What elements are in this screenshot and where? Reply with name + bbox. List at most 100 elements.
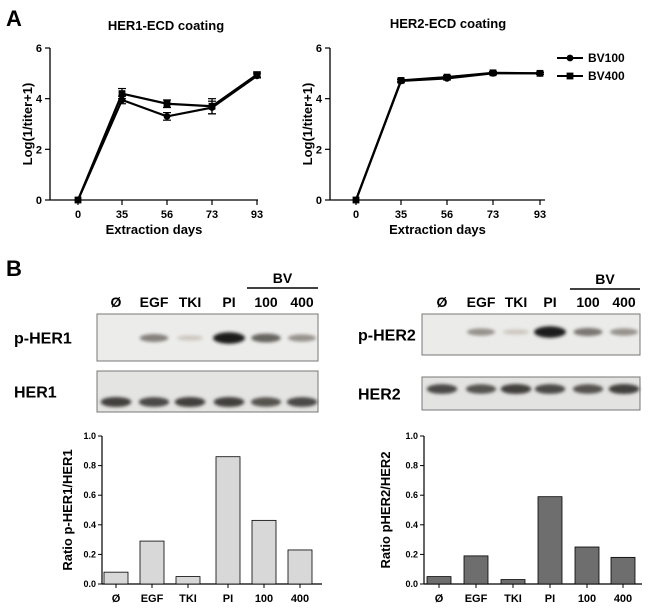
data-point-bv400 xyxy=(443,73,451,81)
y-axis-label: Ratio pHER2/HER2 xyxy=(378,451,393,568)
series-line-bv400 xyxy=(76,73,258,201)
blot-band xyxy=(138,397,170,407)
blot-band xyxy=(466,328,496,336)
y-axis-label: Log(1/titer+1) xyxy=(300,83,315,166)
y-tick-label: 4 xyxy=(316,94,323,106)
blot-membrane xyxy=(96,313,319,362)
line-chart-her2: HER2-ECD coating 0 2 4 6 0 35 56 73 93 Extraction … xyxy=(300,16,625,237)
blot-band xyxy=(213,396,245,408)
y-tick-label: 0 xyxy=(316,195,322,207)
chart-title: HER1-ECD coating xyxy=(108,18,224,33)
x-tick-label: 35 xyxy=(116,209,128,221)
data-point-bv400 xyxy=(118,90,126,97)
lane-label: PI xyxy=(543,294,556,310)
blot-band xyxy=(426,384,458,394)
lane-label: Ø xyxy=(437,294,448,310)
lane-label: EGF xyxy=(140,294,169,310)
y-tick-label: 6 xyxy=(36,43,42,55)
data-point-bv400 xyxy=(397,77,405,84)
blot-band xyxy=(573,327,603,337)
bv-group-label: BV xyxy=(595,271,615,287)
blot-band xyxy=(139,334,169,342)
data-point-bv400 xyxy=(536,69,544,77)
y-tick-label: 0.4 xyxy=(405,520,418,530)
data-point-bv400 xyxy=(253,71,261,78)
bar-chart-her1-ratio: 0.0 0.2 0.4 0.6 0.8 1.0 Ø EGF TKI PI 100 400 Ratio p… xyxy=(60,431,322,605)
lane-label: 100 xyxy=(576,294,600,310)
blot-band xyxy=(608,383,640,395)
x-tick-label: PI xyxy=(223,593,233,605)
y-tick-label: 0.2 xyxy=(405,549,418,559)
western-blot-her2: Ø EGF TKI PI 100 400 BV p-HER2 HER2 xyxy=(358,271,641,411)
x-tick-label: 0 xyxy=(353,209,359,221)
y-tick-label: 0.4 xyxy=(83,520,96,530)
y-tick-label: 0.8 xyxy=(405,461,418,471)
panel-b-label: B xyxy=(6,256,22,281)
x-tick-label: 93 xyxy=(251,209,263,221)
lane-label: 100 xyxy=(254,294,278,310)
blot-row-label: p-HER2 xyxy=(358,328,416,345)
x-tick-label: 73 xyxy=(487,209,499,221)
blot-band xyxy=(465,384,497,394)
blot-band xyxy=(500,383,532,395)
blot-band xyxy=(609,328,639,336)
data-point-bv400 xyxy=(74,196,82,204)
bar xyxy=(610,556,636,585)
lane-label: TKI xyxy=(179,294,202,310)
x-axis-label: Extraction days xyxy=(389,222,486,237)
bar xyxy=(215,456,241,585)
blot-band xyxy=(572,384,604,394)
bar xyxy=(139,540,165,585)
bar xyxy=(574,546,600,585)
series-line-bv400 xyxy=(354,71,541,201)
lane-label: Ø xyxy=(111,294,122,310)
y-axis-label: Log(1/titer+1) xyxy=(20,83,35,166)
blot-band xyxy=(174,396,206,408)
lane-label: 400 xyxy=(612,294,636,310)
bar xyxy=(426,576,452,585)
blot-band xyxy=(250,397,282,407)
x-tick-label: PI xyxy=(545,593,555,605)
legend-marker-square xyxy=(566,72,574,80)
data-point-bv400 xyxy=(208,102,216,110)
blot-band xyxy=(100,396,132,408)
y-tick-label: 0.0 xyxy=(405,579,418,589)
x-tick-label: 100 xyxy=(578,593,596,605)
bar xyxy=(175,576,201,585)
blot-band xyxy=(534,326,566,338)
x-tick-label: 400 xyxy=(614,593,632,605)
y-tick-label: 0.0 xyxy=(83,579,96,589)
legend-marker-circle xyxy=(566,54,574,62)
x-tick-label: 0 xyxy=(75,209,81,221)
blot-band xyxy=(213,332,245,344)
lane-label: TKI xyxy=(505,294,528,310)
blot-band xyxy=(286,397,318,407)
bv-group-label: BV xyxy=(273,270,293,286)
lane-label: 400 xyxy=(290,294,314,310)
x-tick-label: 93 xyxy=(534,209,546,221)
x-tick-label: EGF xyxy=(465,593,488,605)
legend-label: BV400 xyxy=(588,69,625,83)
bar xyxy=(500,579,526,585)
blot-band xyxy=(534,384,566,394)
bar-chart-her2-ratio: 0.0 0.2 0.4 0.6 0.8 1.0 Ø EGF TKI PI 100 400 Ratio p… xyxy=(378,431,642,605)
bar xyxy=(287,549,313,585)
y-tick-label: 1.0 xyxy=(405,431,418,441)
data-point-bv100 xyxy=(163,113,171,120)
y-tick-label: 0.2 xyxy=(83,549,96,559)
line-chart-her1: HER1-ECD coating 0 2 4 6 0 35 56 73 93 Extraction … xyxy=(20,18,263,237)
blot-row-label: HER2 xyxy=(358,387,401,404)
series-line-bv100 xyxy=(354,72,540,201)
data-point-bv400 xyxy=(163,100,171,108)
y-tick-label: 2 xyxy=(36,144,42,156)
y-tick-label: 1.0 xyxy=(83,431,96,441)
panel-a-label: A xyxy=(6,6,22,31)
y-tick-label: 0.8 xyxy=(83,461,96,471)
blot-band xyxy=(176,335,204,341)
blot-row-label: HER1 xyxy=(14,385,57,402)
x-tick-label: 56 xyxy=(441,209,453,221)
x-tick-label: 100 xyxy=(255,593,273,605)
x-tick-label: 56 xyxy=(161,209,173,221)
blot-row-label: p-HER1 xyxy=(14,331,72,348)
